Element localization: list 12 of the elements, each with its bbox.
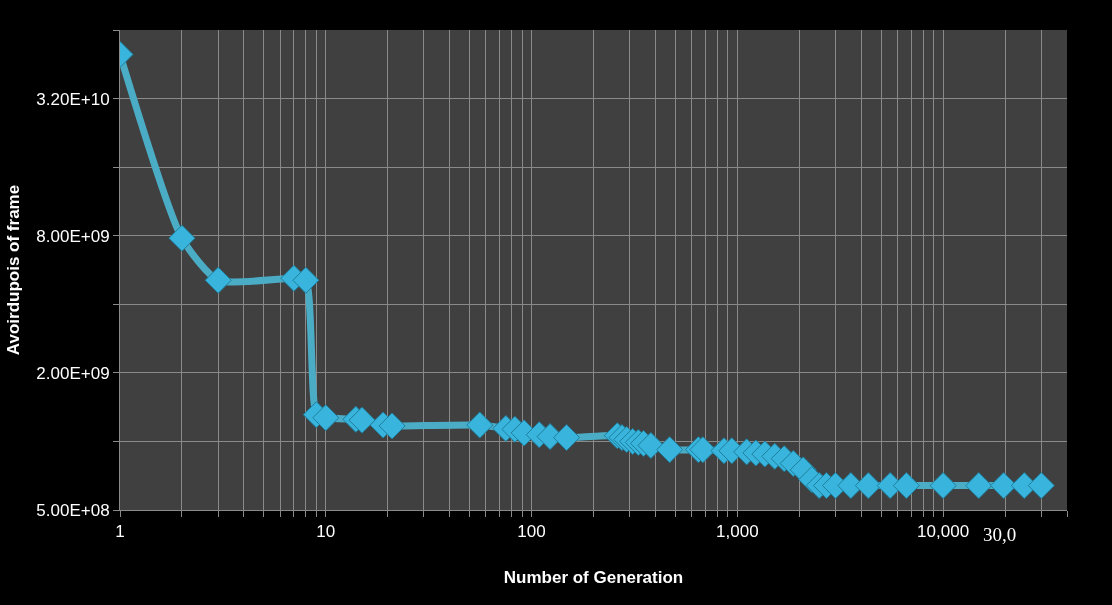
y-axis-title: Avoirdupois of frame bbox=[3, 184, 23, 356]
x-tick-label: 100 bbox=[517, 522, 546, 542]
x-axis-title: Number of Generation bbox=[503, 567, 684, 587]
y-tick-label: 8.00E+09 bbox=[36, 226, 110, 246]
x-tick-label: 1,000 bbox=[716, 522, 759, 542]
x-tick-label: 1 bbox=[115, 522, 125, 542]
y-tick-label: 2.00E+09 bbox=[36, 363, 110, 383]
x-tick-label: 10 bbox=[316, 522, 336, 542]
text: 30,0 bbox=[983, 524, 1017, 545]
y-tick-label: 5.00E+08 bbox=[36, 500, 110, 520]
x-tick-label: 10,000 bbox=[917, 522, 970, 542]
y-tick-label: 3.20E+10 bbox=[36, 89, 110, 109]
